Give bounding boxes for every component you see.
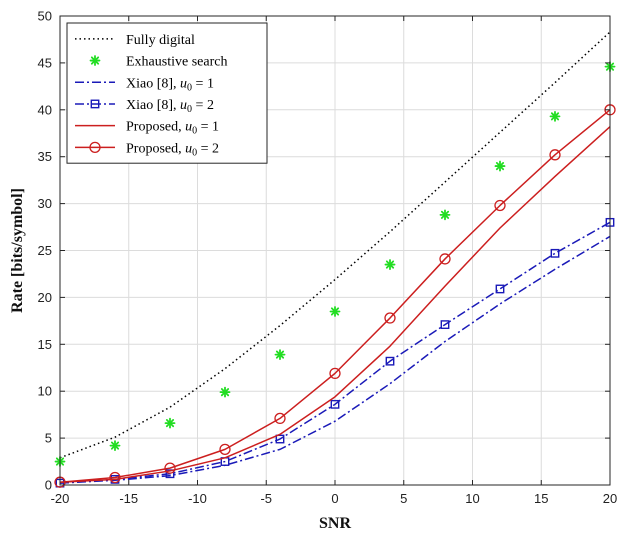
circle-marker: [89, 141, 101, 154]
y-tick-label: 15: [38, 337, 52, 352]
legend-item: Proposed, u0 = 2: [75, 141, 219, 158]
circle-marker: [329, 367, 341, 380]
legend-item: Exhaustive search: [89, 55, 227, 70]
series-layer: [54, 31, 616, 488]
circle-marker: [439, 253, 451, 265]
x-tick-label: -10: [188, 491, 207, 506]
square-marker: [385, 356, 395, 366]
legend-item: Xiao [8], u0 = 1: [75, 76, 214, 93]
asterisk-marker: [164, 417, 176, 429]
square-marker: [495, 284, 505, 294]
legend-label: Fully digital: [126, 33, 195, 48]
legend-item: Xiao [8], u0 = 2: [75, 98, 214, 115]
asterisk-marker: [494, 160, 506, 172]
square-marker: [440, 320, 450, 330]
circle-marker: [494, 199, 506, 212]
circle-marker: [549, 149, 561, 161]
asterisk-marker: [384, 259, 396, 270]
y-tick-label: 45: [38, 55, 52, 70]
legend-label: Exhaustive search: [126, 55, 227, 70]
legend-label: Proposed, u0 = 1: [126, 120, 219, 137]
legend-item: Proposed, u0 = 1: [75, 120, 219, 137]
circle-marker: [219, 443, 231, 456]
legend-box: [66, 22, 268, 164]
asterisk-marker: [219, 386, 231, 398]
asterisk-marker: [89, 55, 101, 66]
x-tick-label: 5: [400, 491, 407, 506]
asterisk-marker: [549, 110, 561, 122]
y-axis-title: Rate [bits/symbol]: [9, 188, 26, 313]
asterisk-marker: [109, 440, 121, 452]
x-tick-label: -20: [51, 491, 70, 506]
square-marker: [275, 434, 285, 444]
x-axis-title: SNR: [319, 515, 351, 532]
x-tick-label: 10: [465, 491, 479, 506]
legend-item: Fully digital: [75, 33, 195, 48]
y-tick-label: 25: [38, 243, 52, 258]
y-tick-label: 30: [38, 196, 52, 211]
square-marker: [550, 248, 560, 258]
circle-marker: [274, 412, 286, 425]
x-tick-label: -15: [119, 491, 138, 506]
legend-label: Proposed, u0 = 2: [126, 141, 219, 158]
series-line: [59, 109, 611, 483]
series-2: [59, 235, 611, 484]
circle-marker: [384, 312, 396, 324]
tick-labels: -20 -15 -10 -5 0 5 10 15 20 0 5 10 15 20 25 30 35 40 45 50: [38, 9, 618, 507]
asterisk-marker: [274, 349, 286, 361]
square-marker: [90, 99, 100, 109]
series-line: [59, 221, 611, 484]
y-tick-label: 40: [38, 102, 52, 117]
series-line: [59, 235, 611, 484]
series-5: [54, 104, 616, 488]
square-marker: [330, 399, 340, 409]
y-tick-label: 10: [38, 384, 52, 399]
y-tick-label: 50: [38, 9, 52, 24]
square-marker: [165, 469, 175, 479]
asterisk-marker: [439, 209, 451, 221]
circle-marker: [109, 471, 121, 484]
y-tick-label: 0: [45, 478, 52, 493]
series-line: [59, 126, 611, 483]
legend-label: Xiao [8], u0 = 2: [126, 98, 214, 115]
legend-label: Xiao [8], u0 = 1: [126, 76, 214, 93]
series-4: [59, 126, 611, 483]
x-tick-label: 15: [534, 491, 548, 506]
y-tick-label: 20: [38, 290, 52, 305]
legend: Fully digital Exhaustive search Xiao [8], …: [66, 22, 268, 164]
y-tick-label: 5: [45, 431, 52, 446]
x-tick-label: 0: [331, 491, 338, 506]
x-tick-label: 20: [603, 491, 617, 506]
y-tick-label: 35: [38, 149, 52, 164]
x-tick-label: -5: [260, 491, 272, 506]
circle-marker: [164, 462, 176, 474]
asterisk-marker: [329, 306, 341, 317]
